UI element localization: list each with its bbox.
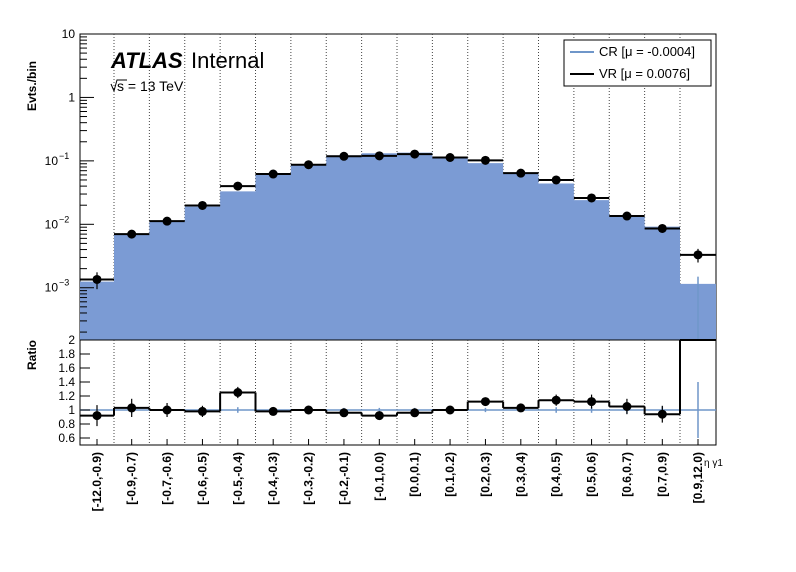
cr-fill: [80, 152, 716, 340]
ratio-point: [92, 411, 102, 421]
cr-histogram: [80, 152, 716, 340]
x-tick-labels: [-12.0,-0.9) [-0.9,-0.7) [-0.7,-0.6) [-0.6,…: [90, 439, 705, 511]
vr-point: [197, 200, 207, 210]
energy-suffix: = 13 TeV: [124, 78, 184, 94]
vr-point: [127, 229, 137, 239]
x-tick-label: [0.9,12.0): [691, 452, 705, 503]
x-tick-label: [-0.3,-0.2): [302, 452, 316, 505]
ratio-y-tick-label: 1.6: [58, 361, 75, 375]
y-tick-label: 10: [45, 281, 59, 295]
x-tick-label: [0.6,0.7): [620, 452, 634, 497]
ratio-point: [480, 397, 490, 407]
energy-label: s = 13 TeV: [117, 78, 184, 94]
legend-box: [563, 39, 712, 87]
x-tick-label: [-0.5,-0.4): [231, 452, 245, 505]
x-tick-label: [-0.9,-0.7): [125, 452, 139, 505]
sqrt-symbol: [110, 79, 127, 93]
y-tick-exponent: −2: [59, 214, 69, 224]
vr-histogram: [80, 149, 716, 290]
ratio-point: [162, 405, 172, 415]
vr-point: [480, 155, 490, 165]
ratio-point: [622, 402, 632, 411]
vr-point: [162, 216, 172, 226]
legend-vr-label: VR [μ = 0.0076]: [599, 66, 690, 81]
x-tick-label: [0.5,0.6): [585, 452, 599, 497]
vr-point: [551, 175, 561, 185]
vr-point: [657, 223, 667, 233]
x-tick-label: [-0.6,-0.5): [195, 452, 209, 505]
y-tick-exponent: −1: [59, 151, 69, 161]
x-tick-label: [-0.2,-0.1): [337, 452, 351, 505]
y-tick-exponent: −3: [59, 278, 69, 288]
ratio-grid: [113, 340, 681, 445]
ratio-point: [233, 388, 243, 397]
vr-point: [374, 151, 384, 161]
x-axis-label: η γ1: [704, 458, 723, 469]
y-tick-label: 10: [45, 154, 59, 168]
ratio-point: [339, 408, 349, 418]
ratio-y-axis-label: Ratio: [25, 340, 39, 370]
ratio-point: [410, 408, 420, 418]
vr-point: [268, 169, 278, 179]
y-tick-label: 1: [68, 90, 75, 104]
ratio-point: [551, 395, 561, 405]
ratio-point: [516, 403, 526, 413]
ratio-y-ticks: 0.60.811.21.41.61.82: [58, 333, 90, 445]
x-tick-label: [-0.7,-0.6): [160, 452, 174, 505]
ratio-point: [268, 406, 278, 416]
vr-point: [304, 160, 314, 170]
legend-cr-label: CR [μ = -0.0004]: [599, 44, 695, 59]
ratio-y-tick-label: 2: [68, 333, 75, 347]
x-tick-label: [-0.1,0.0): [372, 452, 386, 501]
x-tick-label: [0.7,0.9): [655, 452, 669, 497]
ratio-y-tick-label: 1.4: [58, 375, 75, 389]
y-tick-label: 10: [45, 217, 59, 231]
vr-point: [445, 153, 455, 163]
vr-point: [587, 193, 597, 203]
ratio-y-tick-label: 1: [68, 403, 75, 417]
atlas-label: ATLAS: [110, 48, 183, 73]
ratio-y-tick-label: 1.2: [58, 389, 75, 403]
energy-prefix: s: [117, 78, 124, 94]
ratio-point: [374, 411, 384, 421]
ratio-point: [304, 405, 314, 415]
top-y-axis-label: Evts./bin: [25, 61, 39, 111]
x-tick-label: [0.1,0.2): [443, 452, 457, 497]
vr-point: [339, 151, 349, 161]
y-tick-label: 10: [62, 27, 76, 41]
atlas-status: Internal: [191, 48, 264, 73]
vr-point: [410, 149, 420, 159]
vr-point: [622, 211, 632, 221]
x-tick-label: [-12.0,-0.9): [90, 452, 104, 511]
ratio-vr-histogram: [80, 339, 716, 427]
vr-point: [693, 250, 703, 260]
x-tick-label: [0.0,0.1): [408, 452, 422, 497]
ratio-point: [197, 406, 207, 416]
x-tick-label: [-0.4,-0.3): [266, 452, 280, 505]
ratio-y-tick-label: 1.8: [58, 347, 75, 361]
vr-point: [516, 168, 526, 178]
legend: CR [μ = -0.0004] VR [μ = 0.0076]: [563, 39, 712, 87]
ratio-panel-frame: [79, 339, 717, 446]
vr-point: [92, 274, 102, 284]
x-tick-label: [0.3,0.4): [514, 452, 528, 497]
ratio-point: [587, 397, 597, 407]
ratio-y-tick-label: 0.8: [58, 417, 75, 431]
x-tick-label: [0.2,0.3): [478, 452, 492, 497]
ratio-point: [657, 409, 667, 419]
x-tick-label: [0.4,0.5): [549, 452, 563, 497]
ratio-point: [445, 405, 455, 415]
ratio-y-tick-label: 0.6: [58, 431, 75, 445]
vr-point: [233, 181, 243, 191]
ratio-panel: 0.60.811.21.41.61.82 Ratio: [25, 333, 717, 446]
ratio-point: [127, 403, 137, 413]
